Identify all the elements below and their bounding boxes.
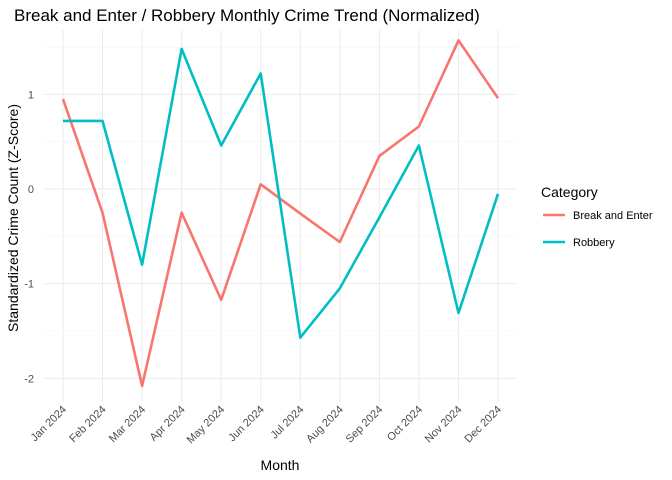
- x-tick-label: Jun 2024: [226, 404, 266, 444]
- y-axis-title: Standardized Crime Count (Z-Score): [5, 104, 21, 332]
- x-tick-label: Oct 2024: [385, 404, 425, 444]
- series-lines: [61, 39, 500, 388]
- x-axis-title: Month: [261, 457, 300, 473]
- x-tick-label: Apr 2024: [148, 404, 188, 444]
- y-axis-ticks: -2 -1 0 1: [24, 89, 34, 385]
- legend-title: Category: [541, 184, 598, 200]
- y-tick-label: -2: [24, 373, 34, 385]
- legend-label: Robbery: [573, 237, 615, 249]
- y-tick-label: 0: [28, 184, 34, 196]
- plot-grid: [44, 30, 517, 402]
- x-tick-label: Mar 2024: [107, 404, 148, 445]
- x-tick-label: Sep 2024: [344, 404, 386, 446]
- x-tick-label: Nov 2024: [423, 404, 465, 446]
- legend-label: Break and Enter: [573, 210, 653, 222]
- x-tick-label: Jan 2024: [29, 404, 69, 444]
- y-tick-label: -1: [24, 279, 34, 291]
- legend: Category Break and Enter Robbery: [541, 184, 653, 249]
- x-tick-label: Feb 2024: [67, 404, 108, 445]
- chart-title: Break and Enter / Robbery Monthly Crime …: [14, 6, 480, 25]
- series-line-robbery: [63, 47, 500, 339]
- x-tick-label: Dec 2024: [462, 404, 504, 446]
- x-tick-label: May 2024: [185, 404, 228, 447]
- x-tick-label: Jul 2024: [268, 404, 306, 442]
- y-tick-label: 1: [28, 89, 34, 101]
- x-tick-label: Aug 2024: [304, 404, 346, 446]
